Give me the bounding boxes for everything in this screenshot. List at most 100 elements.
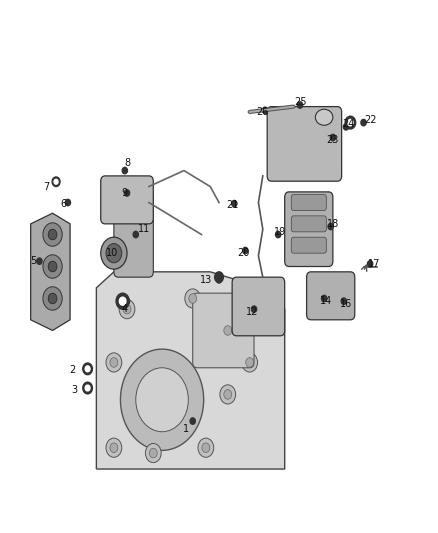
Text: 11: 11 — [138, 224, 151, 234]
Text: 25: 25 — [294, 98, 306, 107]
Circle shape — [85, 366, 90, 372]
Circle shape — [136, 368, 188, 432]
Circle shape — [190, 418, 195, 424]
Text: 6: 6 — [60, 199, 67, 208]
Text: 7: 7 — [43, 182, 49, 191]
Circle shape — [106, 353, 122, 372]
Circle shape — [106, 438, 122, 457]
Text: 5: 5 — [30, 256, 36, 266]
FancyBboxPatch shape — [193, 293, 254, 368]
FancyBboxPatch shape — [291, 237, 326, 253]
Circle shape — [259, 316, 275, 335]
Circle shape — [54, 178, 60, 184]
Circle shape — [202, 443, 210, 453]
Circle shape — [119, 297, 126, 305]
Circle shape — [85, 367, 90, 374]
Text: 9: 9 — [122, 188, 128, 198]
FancyBboxPatch shape — [232, 277, 285, 336]
Text: 19: 19 — [274, 227, 286, 237]
Text: 8: 8 — [124, 158, 130, 167]
Circle shape — [133, 231, 138, 238]
Circle shape — [110, 443, 118, 453]
Circle shape — [120, 349, 204, 450]
Circle shape — [251, 306, 257, 312]
Circle shape — [124, 190, 130, 196]
FancyBboxPatch shape — [101, 176, 153, 224]
FancyBboxPatch shape — [114, 192, 153, 277]
Text: 21: 21 — [226, 200, 238, 210]
Circle shape — [246, 358, 254, 367]
Text: 22: 22 — [364, 115, 376, 125]
FancyBboxPatch shape — [267, 107, 342, 181]
Circle shape — [124, 298, 130, 304]
Circle shape — [232, 200, 237, 207]
Text: 24: 24 — [342, 119, 354, 128]
Circle shape — [43, 255, 62, 278]
Text: 4: 4 — [122, 304, 128, 314]
Circle shape — [65, 199, 71, 206]
Circle shape — [262, 107, 268, 114]
Circle shape — [123, 304, 131, 314]
Circle shape — [145, 443, 161, 463]
Text: 14: 14 — [320, 296, 332, 306]
Circle shape — [348, 119, 353, 126]
Circle shape — [106, 244, 122, 263]
Circle shape — [85, 386, 90, 392]
Text: 16: 16 — [340, 299, 352, 309]
Circle shape — [330, 134, 336, 141]
Circle shape — [215, 272, 223, 282]
Circle shape — [48, 293, 57, 304]
Ellipse shape — [315, 109, 333, 125]
Circle shape — [220, 385, 236, 404]
Circle shape — [321, 295, 327, 302]
Text: 2: 2 — [69, 366, 75, 375]
Circle shape — [343, 124, 349, 130]
Circle shape — [43, 223, 62, 246]
Text: 1: 1 — [183, 424, 189, 434]
Circle shape — [189, 294, 197, 303]
Circle shape — [101, 237, 127, 269]
Circle shape — [341, 298, 346, 304]
Circle shape — [110, 358, 118, 367]
Circle shape — [85, 385, 90, 391]
Circle shape — [216, 277, 222, 283]
Circle shape — [224, 326, 232, 335]
Circle shape — [367, 261, 373, 267]
Circle shape — [119, 300, 135, 319]
Circle shape — [52, 177, 60, 187]
Text: 23: 23 — [327, 135, 339, 144]
Text: 3: 3 — [71, 385, 78, 395]
Text: 13: 13 — [200, 275, 212, 285]
Circle shape — [198, 438, 214, 457]
FancyBboxPatch shape — [307, 272, 355, 320]
Circle shape — [224, 390, 232, 399]
Circle shape — [328, 223, 333, 230]
FancyBboxPatch shape — [291, 195, 326, 211]
FancyBboxPatch shape — [285, 192, 333, 266]
Circle shape — [111, 250, 117, 256]
FancyBboxPatch shape — [291, 216, 326, 232]
Circle shape — [345, 116, 356, 129]
Text: 20: 20 — [237, 248, 249, 258]
Circle shape — [361, 119, 366, 126]
Text: 18: 18 — [327, 219, 339, 229]
Text: 17: 17 — [368, 259, 381, 269]
Text: 12: 12 — [246, 307, 258, 317]
Circle shape — [243, 247, 248, 254]
Circle shape — [116, 293, 129, 309]
Text: 26: 26 — [257, 107, 269, 117]
Text: 10: 10 — [106, 248, 118, 258]
Circle shape — [220, 321, 236, 340]
Circle shape — [297, 102, 303, 108]
PathPatch shape — [31, 213, 70, 330]
Circle shape — [48, 229, 57, 240]
Circle shape — [242, 353, 258, 372]
PathPatch shape — [96, 272, 285, 469]
Circle shape — [149, 448, 157, 458]
Circle shape — [37, 258, 42, 264]
Circle shape — [122, 167, 127, 174]
Circle shape — [83, 382, 92, 394]
Circle shape — [263, 320, 271, 330]
Circle shape — [83, 363, 92, 375]
Circle shape — [48, 261, 57, 272]
